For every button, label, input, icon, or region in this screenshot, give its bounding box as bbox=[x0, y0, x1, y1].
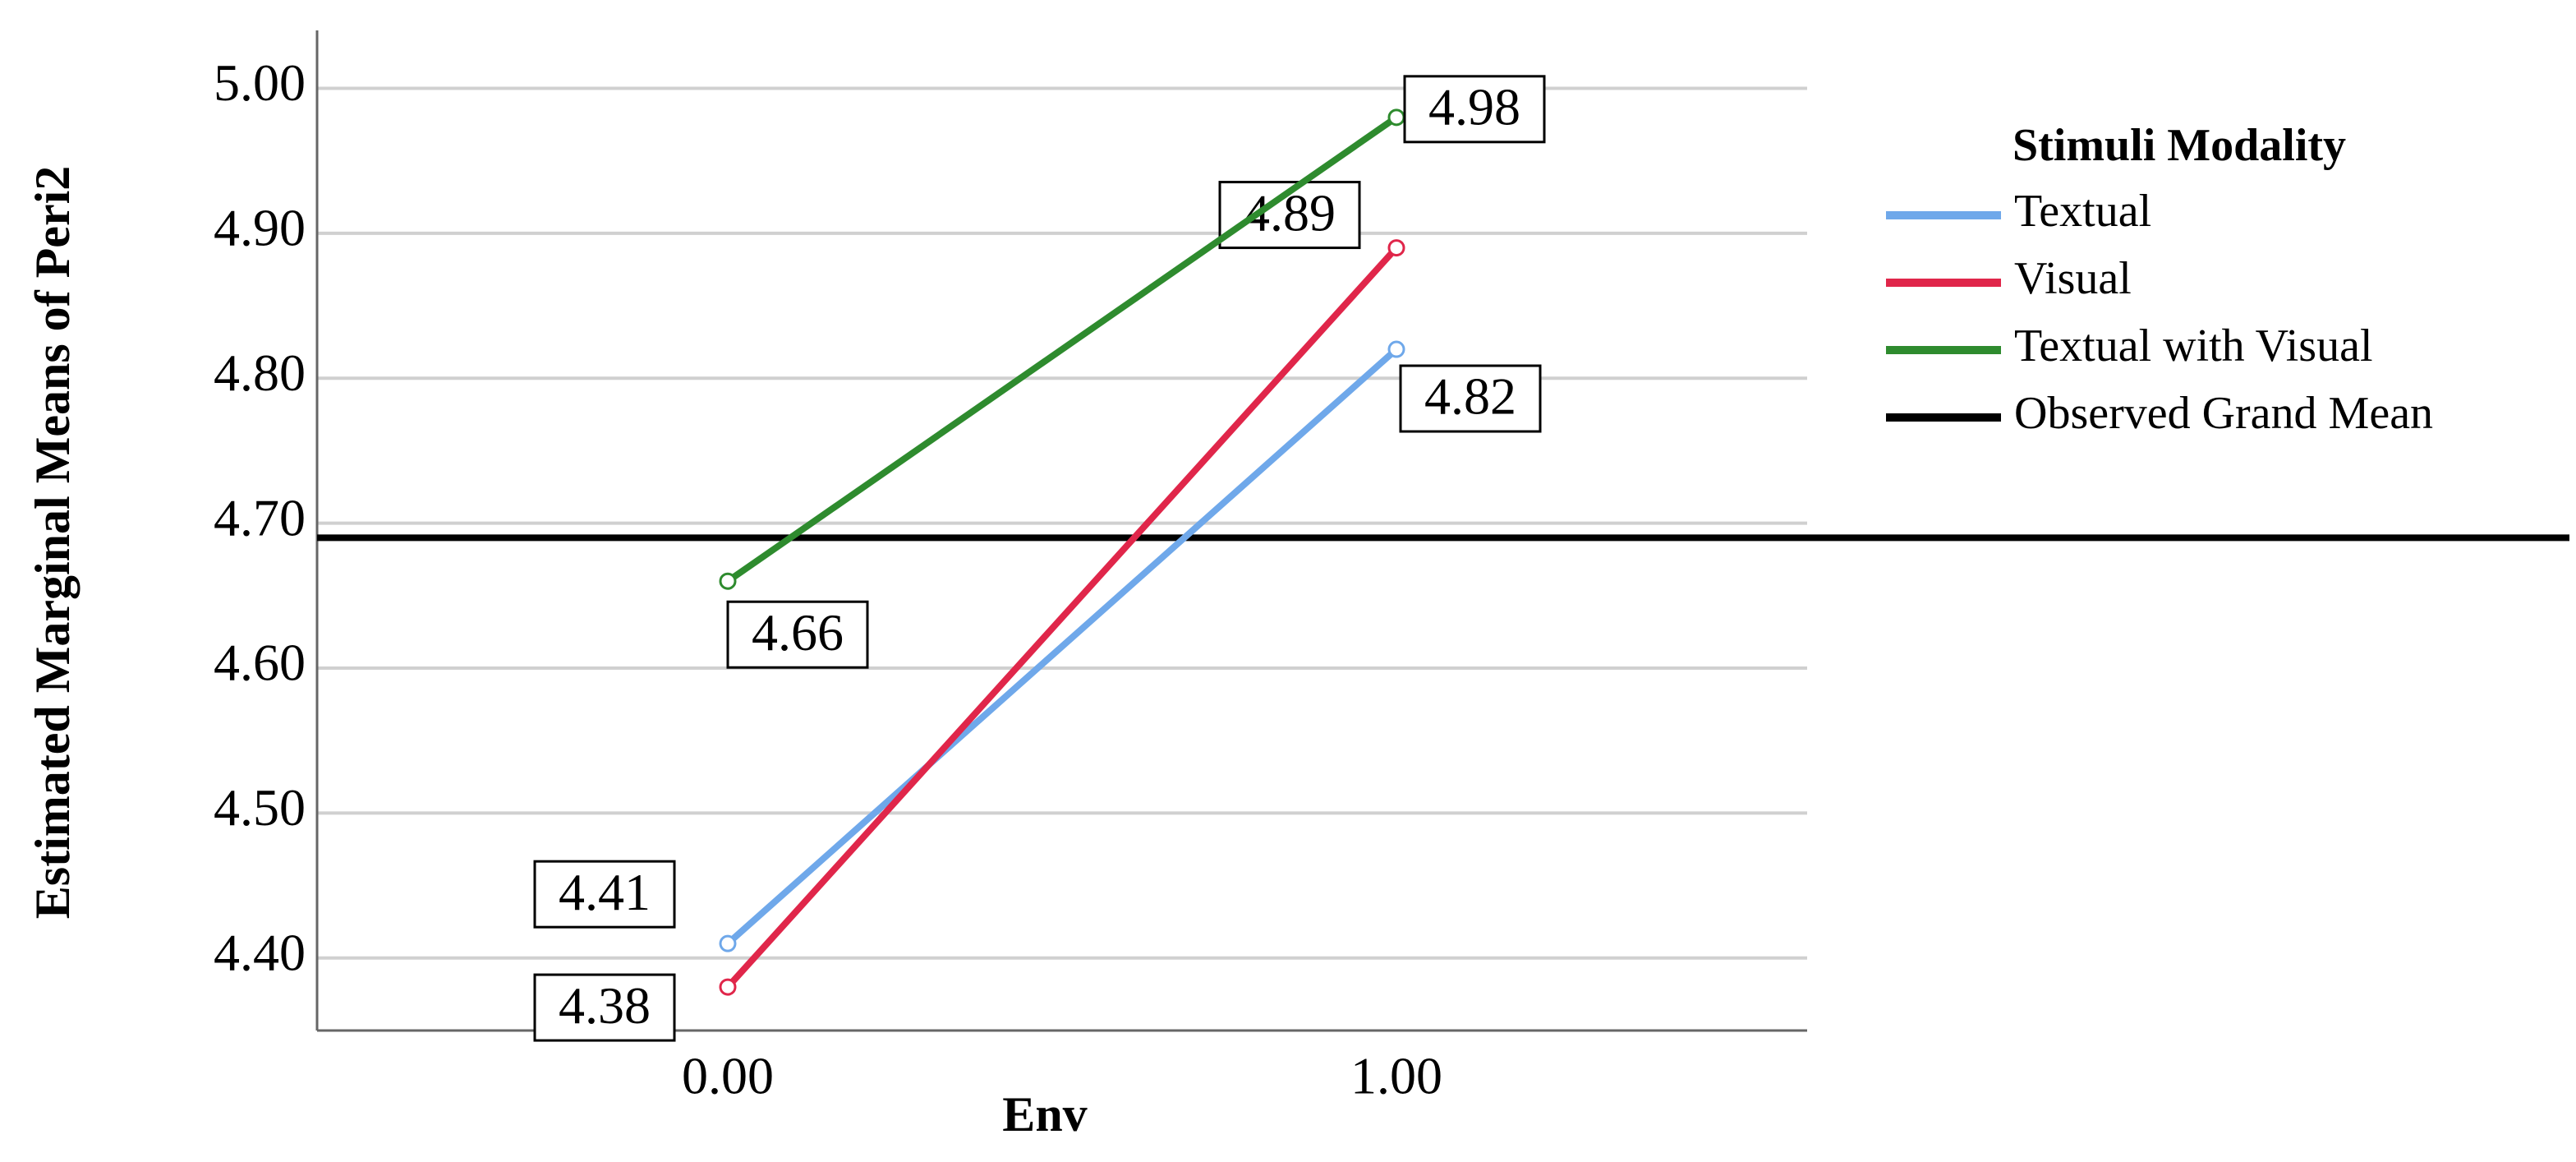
data-label-box bbox=[533, 860, 676, 929]
point bbox=[719, 978, 737, 996]
point bbox=[1387, 108, 1405, 127]
data-label: 4.82 bbox=[1424, 367, 1516, 426]
y-tick-label: 4.90 bbox=[214, 199, 306, 257]
series-line bbox=[725, 114, 1399, 584]
series-line bbox=[725, 347, 1399, 947]
point bbox=[1387, 239, 1405, 257]
y-tick-label: 4.70 bbox=[214, 488, 306, 546]
data-label-box bbox=[1399, 364, 1542, 433]
point bbox=[1387, 340, 1405, 358]
x-axis-label: Env bbox=[1002, 1087, 1087, 1141]
y-tick-label: 5.00 bbox=[214, 53, 306, 112]
point bbox=[719, 934, 737, 952]
x-tick-label: 1.00 bbox=[1350, 1047, 1442, 1105]
data-label: 4.66 bbox=[752, 603, 844, 662]
y-tick-label: 4.80 bbox=[214, 344, 306, 402]
point bbox=[719, 572, 737, 590]
data-label: 4.38 bbox=[559, 976, 651, 1035]
data-label-box bbox=[533, 973, 676, 1042]
legend-label: Visual bbox=[2014, 253, 2132, 304]
data-label: 4.41 bbox=[559, 863, 651, 921]
y-tick-label: 4.40 bbox=[214, 923, 306, 981]
legend-label: Textual bbox=[2014, 186, 2151, 237]
x-tick-label: 0.00 bbox=[682, 1047, 774, 1105]
y-axis-label: Estimated Marginal Means of Peri2 bbox=[25, 166, 80, 920]
legend-title: Stimuli Modality bbox=[2012, 120, 2346, 171]
data-label-box bbox=[1403, 75, 1546, 144]
data-label: 4.98 bbox=[1428, 78, 1520, 136]
series-line bbox=[725, 245, 1399, 989]
y-tick-label: 4.50 bbox=[214, 778, 306, 837]
legend-label: Observed Grand Mean bbox=[2014, 388, 2433, 439]
data-label-box bbox=[726, 600, 869, 669]
y-tick-label: 4.60 bbox=[214, 634, 306, 692]
legend-label: Textual with Visual bbox=[2014, 320, 2373, 371]
